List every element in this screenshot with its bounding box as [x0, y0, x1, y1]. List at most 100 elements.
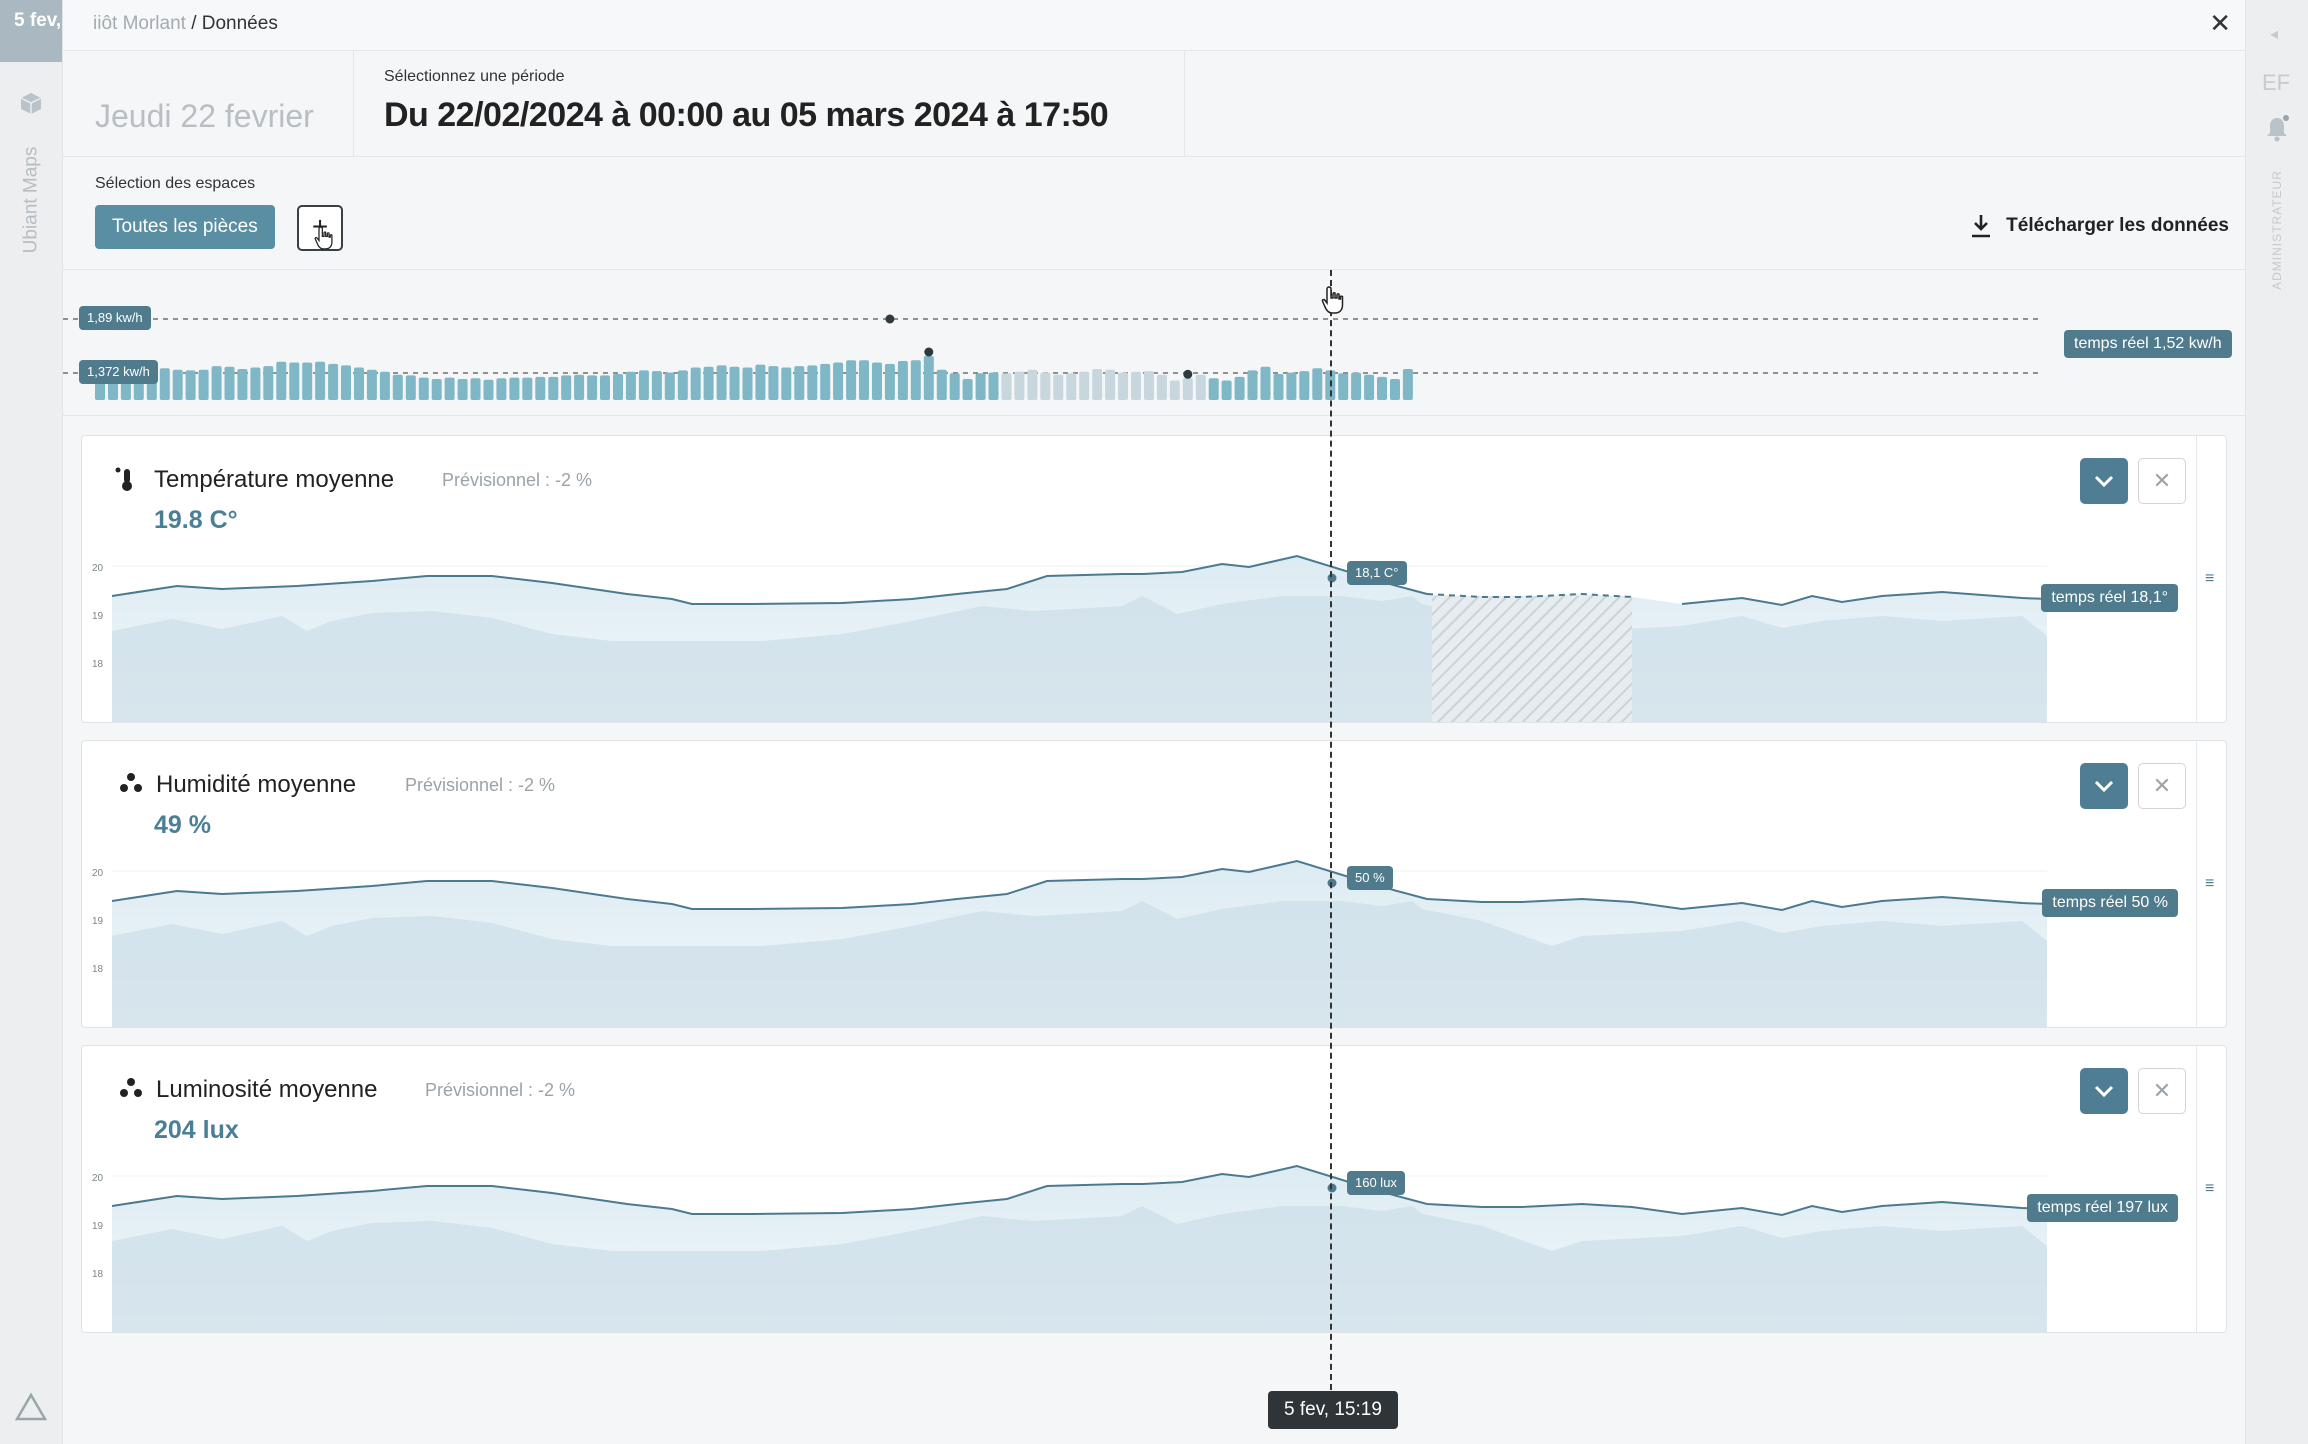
current-date: Jeudi 22 fevrier [95, 98, 314, 134]
energy-bar [1390, 379, 1400, 400]
series-line [111, 554, 1428, 605]
breadcrumb: iiôt Morlant / Données [93, 13, 278, 35]
download-data-button[interactable]: Télécharger les données [1970, 213, 2229, 239]
energy-bar [1338, 373, 1349, 400]
cursor-value-label: 18,1 C° [1347, 561, 1407, 585]
energy-bar [625, 371, 636, 400]
energy-bar-chart[interactable]: 1,89 kw/h 1,372 kw/h temps réel 1,52 kw/… [63, 270, 2245, 416]
rail-top-text: 5 fev, [14, 10, 62, 31]
spaces-label: Sélection des espaces [95, 175, 256, 192]
energy-bar [522, 377, 533, 400]
menu-icon[interactable]: ≡ [2205, 875, 2215, 892]
top-bar: iiôt Morlant / Données ✕ [63, 0, 2245, 51]
energy-bar [198, 369, 209, 400]
period-label: Sélectionnez une période [384, 68, 565, 85]
cube-icon[interactable] [18, 90, 44, 116]
menu-icon[interactable]: ≡ [2205, 1180, 2215, 1197]
card-forecast: Prévisionnel : -2 % [425, 1080, 576, 1100]
collapse-arrow-icon[interactable]: ◂ [2270, 26, 2279, 43]
card-forecast: Prévisionnel : -2 % [405, 775, 556, 795]
metric-chart[interactable] [82, 741, 2196, 1027]
energy-bar [962, 379, 973, 400]
expand-button[interactable] [2080, 458, 2128, 504]
energy-bar [742, 367, 753, 400]
energy-bar [1351, 372, 1362, 400]
left-rail: 5 fev, Ubiant Maps [0, 0, 63, 1444]
energy-bar [366, 369, 377, 400]
energy-bar [470, 378, 481, 400]
energy-bar [302, 362, 313, 400]
card-forecast: Prévisionnel : -2 % [442, 470, 593, 490]
card-side-panel: ≡ [2196, 1046, 2227, 1332]
energy-marker [885, 314, 895, 324]
rail-vertical-label[interactable]: Ubiant Maps [20, 146, 42, 254]
bell-icon[interactable] [2264, 114, 2290, 144]
y-tick: 20 [92, 868, 104, 879]
max-energy-label: 1,89 kw/h [79, 306, 151, 330]
energy-bar [1105, 369, 1116, 400]
energy-bar [768, 366, 779, 400]
card-value: 19.8 C° [154, 506, 238, 534]
energy-bar [263, 366, 274, 400]
energy-bar [289, 362, 300, 400]
energy-bar [1092, 369, 1103, 400]
chevron-down-icon [2094, 1085, 2114, 1098]
expand-button[interactable] [2080, 1068, 2128, 1114]
user-initials[interactable]: EF [2262, 70, 2291, 95]
metric-chart[interactable] [82, 436, 2196, 722]
breadcrumb-previous[interactable]: iiôt Morlant [93, 13, 186, 34]
remove-card-button[interactable]: ✕ [2138, 1068, 2186, 1114]
metric-card: Température moyenne Prévisionnel : -2 % 19… [81, 435, 2227, 723]
remove-card-button[interactable]: ✕ [2138, 458, 2186, 504]
download-label: Télécharger les données [2006, 215, 2229, 236]
energy-bar [418, 377, 429, 400]
right-rail: ◂ EF ADMINISTRATEUR [2245, 0, 2308, 1444]
close-icon[interactable]: ✕ [2209, 8, 2231, 38]
energy-bar [548, 376, 559, 400]
triangle-icon[interactable] [15, 1392, 47, 1422]
period-value[interactable]: Du 22/02/2024 à 00:00 au 05 mars 2024 à … [384, 96, 1109, 134]
energy-bar [431, 379, 442, 400]
energy-bar [820, 363, 831, 400]
card-title: Humidité moyenne [156, 771, 357, 798]
energy-bar [1299, 371, 1310, 400]
series-line [111, 1164, 2048, 1217]
energy-bar [1247, 370, 1258, 400]
energy-bar [1014, 371, 1025, 400]
metric-chart[interactable] [82, 1046, 2196, 1332]
metric-card: Luminosité moyenne Prévisionnel : -2 % 204… [81, 1045, 2227, 1333]
energy-bar [1040, 372, 1051, 400]
period-selector[interactable]: Sélectionnez une période Du 22/02/2024 à… [353, 50, 1185, 156]
energy-bar [1169, 380, 1180, 400]
remove-card-button[interactable]: ✕ [2138, 763, 2186, 809]
energy-bar [936, 369, 947, 400]
energy-bar [1156, 374, 1167, 400]
energy-bar [794, 366, 805, 400]
card-title: Luminosité moyenne [156, 1076, 378, 1103]
energy-bar [1131, 371, 1141, 400]
energy-bar [1234, 376, 1245, 400]
app-logo[interactable]: 5 fev, [0, 0, 62, 62]
energy-marker [1183, 369, 1193, 379]
energy-bar [1053, 374, 1064, 400]
energy-bar [729, 366, 740, 400]
energy-bar [535, 376, 546, 400]
energy-bar [1079, 371, 1090, 400]
menu-icon[interactable]: ≡ [2205, 570, 2215, 587]
space-chip[interactable]: Toutes les pièces [95, 205, 275, 249]
energy-bar [600, 375, 610, 400]
expand-button[interactable] [2080, 763, 2128, 809]
energy-bar [651, 371, 662, 400]
energy-bar [1402, 369, 1413, 400]
card-value: 49 % [154, 811, 211, 839]
time-cursor-line[interactable] [1330, 270, 1332, 1390]
series-point [1327, 1183, 1337, 1193]
droplets-icon [120, 1078, 142, 1097]
spaces-selection: Sélection des espaces Toutes les pièces … [63, 157, 2245, 270]
energy-bar [276, 361, 287, 400]
energy-bar [379, 371, 390, 400]
lower-area [112, 1206, 2047, 1332]
energy-bar [444, 377, 455, 400]
hand-cursor-icon [1321, 286, 1344, 314]
energy-bar [1027, 369, 1038, 400]
